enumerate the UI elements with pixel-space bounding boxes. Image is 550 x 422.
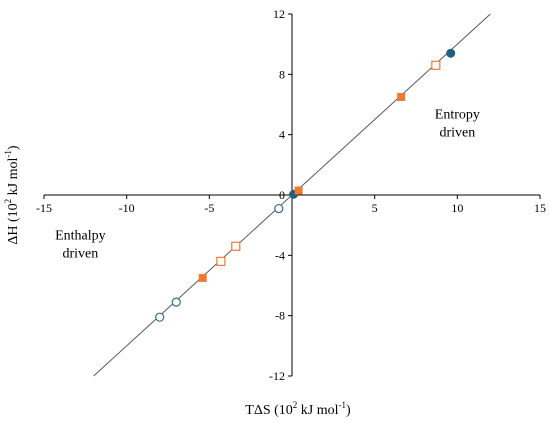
y-tick-label: 4 [279, 128, 285, 142]
data-point [216, 256, 226, 266]
data-point [431, 60, 441, 70]
annotation-line: driven [439, 126, 475, 141]
data-point [294, 186, 303, 195]
x-tick-label: 5 [372, 201, 378, 215]
annotation-line: Enthalpy [55, 228, 106, 243]
data-point [155, 312, 165, 322]
x-tick-label: 15 [534, 201, 546, 215]
y-tick-label: 8 [279, 67, 285, 81]
y-tick-label: -8 [275, 309, 285, 323]
x-tick-label: 10 [451, 201, 463, 215]
x-tick-label: -5 [204, 201, 214, 215]
y-tick-label: 12 [273, 7, 285, 21]
data-point [198, 273, 207, 282]
data-point [171, 297, 181, 307]
data-points [155, 48, 456, 322]
x-axis-title: TΔS (102 kJ mol-1) [245, 400, 351, 418]
y-axis-title: ΔH (102 kJ mol-1) [3, 145, 21, 245]
x-tick-label: -15 [36, 201, 52, 215]
annotations: Entropy driven Enthalpy driven [55, 108, 480, 262]
y-tick-label: 0 [279, 188, 285, 202]
data-point [397, 92, 406, 101]
data-point [231, 241, 241, 251]
annotation-line: driven [62, 246, 98, 261]
x-tick-label: -10 [119, 201, 135, 215]
y-tick-label: -4 [275, 248, 285, 262]
annotation-line: Entropy [435, 108, 480, 123]
y-tick-label: -12 [269, 369, 285, 383]
annotation-label: Entropy driven [435, 108, 480, 141]
annotation-label: Enthalpy driven [55, 228, 106, 261]
tick-labels: -15 -10 -5 5 10 15 -12 -8 -4 0 4 8 12 [36, 7, 546, 383]
data-point [446, 48, 456, 58]
data-point [274, 203, 284, 214]
